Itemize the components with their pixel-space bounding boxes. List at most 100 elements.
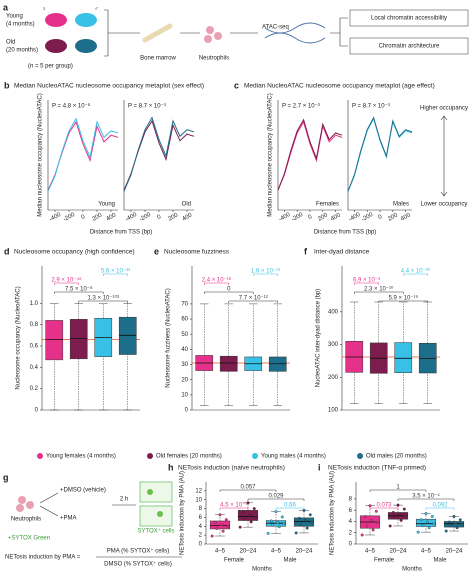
x-tick-label: 200 <box>317 212 329 223</box>
box <box>418 342 437 374</box>
x-tick-label: -400 <box>348 212 362 224</box>
data-point <box>432 522 436 526</box>
data-point <box>249 520 253 524</box>
panel-letter: b <box>4 80 10 90</box>
cell-icon <box>204 35 212 43</box>
panel-letter: i <box>318 462 321 472</box>
data-point <box>305 526 309 530</box>
data-point <box>363 514 367 518</box>
step-label: Neutrophils <box>11 517 41 523</box>
y-tick-label: 0 <box>35 408 39 414</box>
arrow <box>39 492 59 517</box>
y-tick-label: 2 <box>199 533 203 539</box>
data-point <box>210 534 214 538</box>
significance-bracket <box>354 291 404 294</box>
box <box>219 355 238 372</box>
group-label: Old <box>6 40 15 46</box>
data-point <box>254 515 258 519</box>
y-tick-label: 0 <box>185 408 189 414</box>
x-tick-label: 200 <box>167 212 179 223</box>
legend-label: Old males (20 months) <box>366 454 427 460</box>
series-line <box>277 120 343 191</box>
group-label: Female <box>224 558 245 564</box>
p-value: 0.073 <box>376 503 392 509</box>
significance-bracket <box>228 300 278 303</box>
x-tick-label: 0 <box>307 214 313 221</box>
data-point <box>398 512 402 516</box>
significance-bracket <box>397 498 455 501</box>
data-point <box>458 518 462 522</box>
cell-icon <box>157 511 163 517</box>
x-tick-label: 0 <box>80 214 86 221</box>
data-point <box>454 521 458 525</box>
formula: NETosis induction by PMA = <box>5 555 81 561</box>
y-tick-label: 4 <box>349 519 353 525</box>
p-value: 4.4 × 10⁻³⁰ <box>401 268 431 275</box>
cell-icon <box>18 496 26 504</box>
p-value: 0.66 <box>284 503 296 509</box>
p-value: 2.4 × 10⁻¹⁸ <box>202 277 232 284</box>
y-tick-label: 100 <box>328 408 339 414</box>
sample-size: (n = 5 per group) <box>28 64 73 70</box>
significance-bracket <box>369 489 427 492</box>
step-label: ATAC-seq <box>262 25 289 31</box>
data-point <box>238 525 242 529</box>
cell-icon <box>214 32 222 40</box>
x-tick-label: 400 <box>105 212 117 223</box>
subplot-label: Young <box>98 202 115 208</box>
cell-icon <box>16 504 24 512</box>
significance-bracket <box>425 507 455 510</box>
arrow <box>330 17 348 47</box>
p-value: 7.7 × 10⁻¹² <box>239 296 268 302</box>
subplot-label: Males <box>393 202 409 208</box>
data-point <box>393 516 397 519</box>
mouse-icon <box>75 13 97 27</box>
significance-bracket <box>247 498 305 501</box>
x-tick-label: 20–24 <box>296 549 313 555</box>
y-tick-label: 8 <box>199 506 203 512</box>
panel-letter: a <box>3 2 9 12</box>
data-point <box>447 520 451 524</box>
y-tick-label: 200 <box>328 375 339 381</box>
p-value: 0.057 <box>240 485 256 491</box>
group-age: (20 months) <box>6 48 38 54</box>
data-point <box>452 514 456 518</box>
numerator: PMA (% SYTOX⁺ cells) <box>107 548 169 555</box>
x-tick-label: 4–5 <box>365 549 376 555</box>
significance-bracket <box>219 489 277 492</box>
box <box>394 342 413 373</box>
significance-bracket <box>54 282 79 285</box>
p-value: 3.5 × 10⁻⁴ <box>412 493 440 500</box>
y-tick-label: 1.0 <box>30 301 39 307</box>
group-label: Young <box>6 14 23 20</box>
sex-symbol: ♀ <box>42 7 47 13</box>
p-value: P = 4.8 × 10⁻⁸ <box>52 103 91 110</box>
y-tick-label: 10 <box>195 497 202 503</box>
data-point <box>246 501 250 505</box>
axis-line <box>277 100 342 211</box>
box <box>415 518 437 527</box>
group-label: Male <box>283 558 297 564</box>
significance-bracket <box>354 282 379 285</box>
y-tick-label: 0.6 <box>30 344 39 350</box>
data-point <box>304 518 308 522</box>
chart-title: Nucleosome occupancy (high confidence) <box>14 249 135 256</box>
y-tick-label: 400 <box>328 309 339 315</box>
data-point <box>241 510 245 514</box>
box <box>209 520 231 530</box>
stain: +SYTOX Green <box>8 536 50 542</box>
bracket <box>104 9 140 57</box>
axis-line <box>355 482 468 545</box>
y-tick-label: 20 <box>181 377 188 383</box>
y-tick-label: 8 <box>349 496 353 502</box>
p-value: P = 8.7 × 10⁻³ <box>352 104 390 110</box>
y-axis-label: Median nucleosome occupancy (NucleoATAC) <box>268 93 274 217</box>
y-tick-label: 10 <box>181 392 188 398</box>
p-value: 0 <box>227 287 231 293</box>
data-point <box>424 512 428 516</box>
cell-icon <box>26 501 34 509</box>
series-line <box>123 119 195 191</box>
significance-bracket <box>275 507 305 510</box>
axis-line <box>347 100 412 211</box>
